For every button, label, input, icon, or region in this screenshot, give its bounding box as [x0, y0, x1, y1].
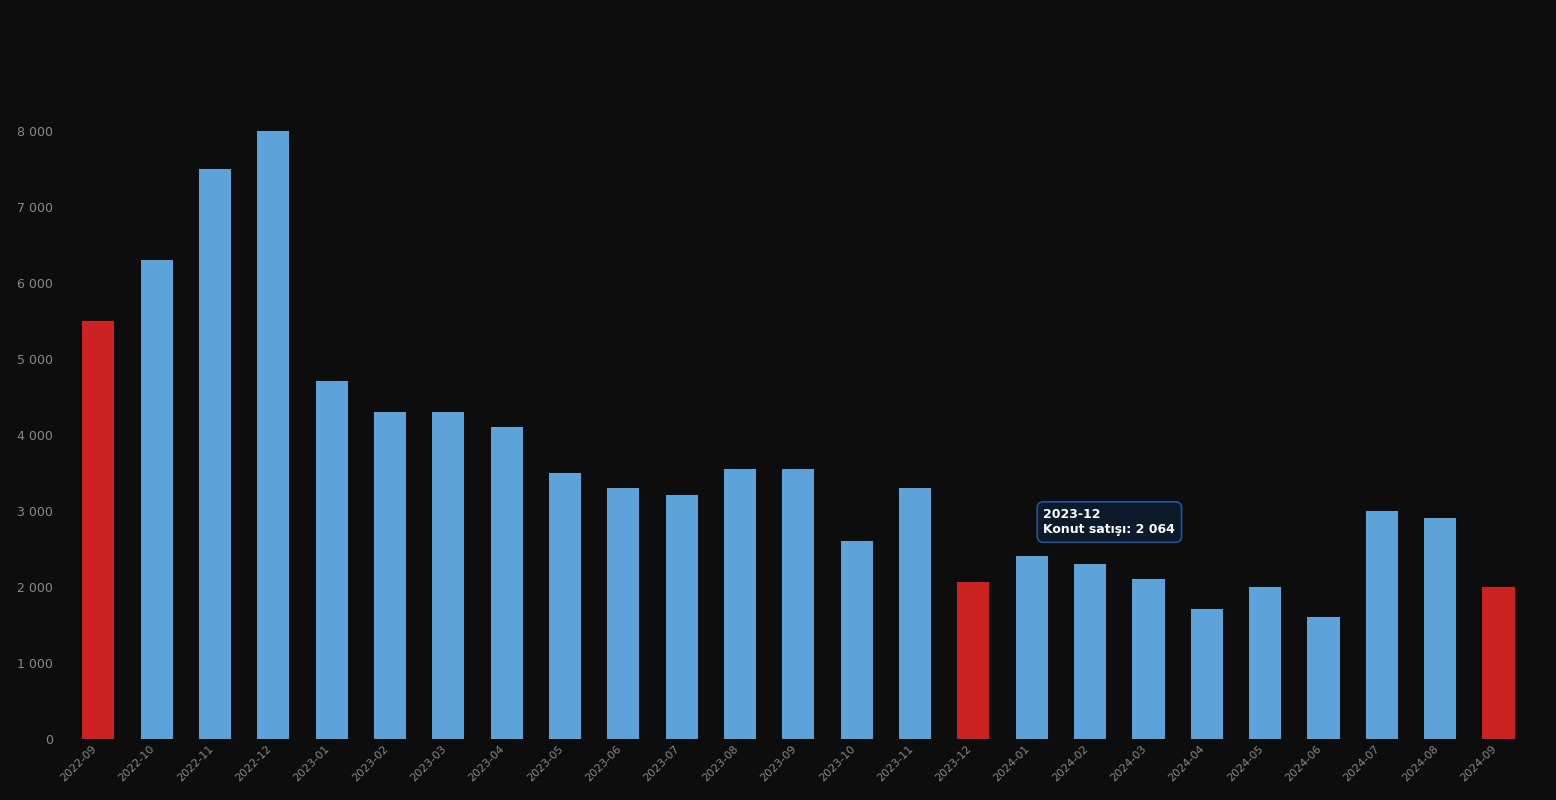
Bar: [840, 541, 873, 738]
Bar: [82, 321, 115, 738]
Bar: [666, 495, 697, 738]
Bar: [1249, 586, 1281, 738]
Bar: [1016, 556, 1047, 738]
Bar: [199, 169, 232, 738]
Bar: [433, 412, 464, 738]
Bar: [1424, 518, 1456, 738]
Bar: [957, 582, 990, 738]
Bar: [490, 427, 523, 738]
Bar: [1190, 610, 1223, 738]
Bar: [783, 469, 814, 738]
Bar: [1483, 586, 1514, 738]
Bar: [1074, 564, 1106, 738]
Bar: [140, 260, 173, 738]
Bar: [1307, 617, 1340, 738]
Bar: [899, 488, 930, 738]
Bar: [1366, 510, 1397, 738]
Bar: [724, 469, 756, 738]
Bar: [1133, 579, 1164, 738]
Bar: [549, 473, 580, 738]
Text: 2023-12
Konut satışı: 2 064: 2023-12 Konut satışı: 2 064: [1044, 508, 1175, 536]
Bar: [257, 130, 289, 738]
Bar: [607, 488, 640, 738]
Bar: [316, 382, 347, 738]
Bar: [373, 412, 406, 738]
